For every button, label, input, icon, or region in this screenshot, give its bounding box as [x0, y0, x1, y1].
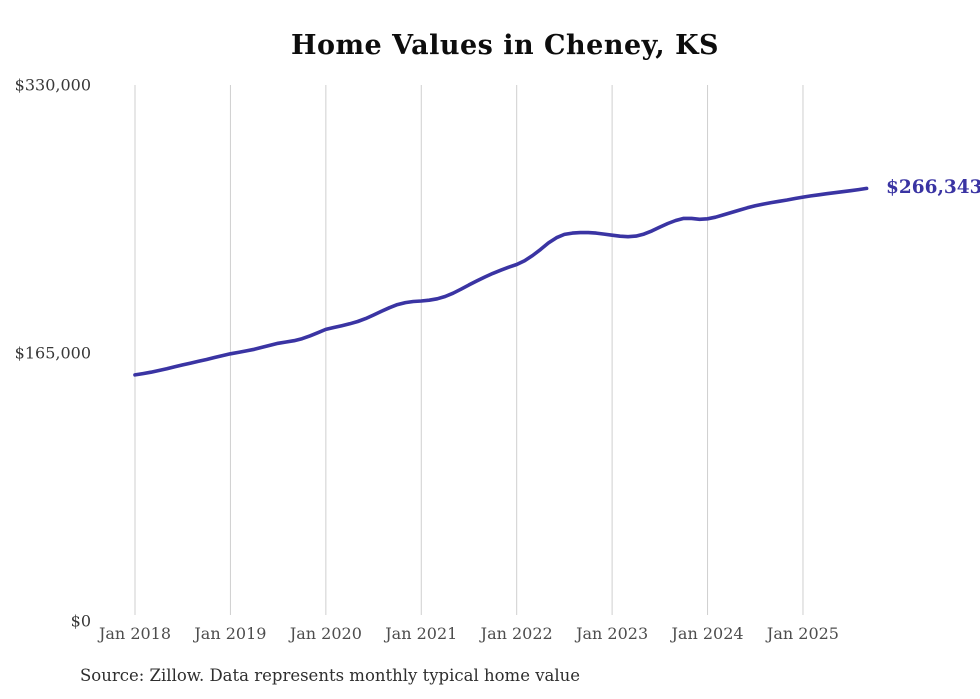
chart-title: Home Values in Cheney, KS	[290, 30, 720, 61]
x-tick-label: Jan 2020	[288, 624, 362, 643]
y-tick-label: $165,000	[15, 344, 91, 363]
x-tick-label: Jan 2021	[383, 624, 457, 643]
y-axis-tick-labels: $0 $165,000 $330,000	[15, 76, 91, 631]
x-axis-tick-labels: Jan 2018 Jan 2019 Jan 2020 Jan 2021 Jan 2022…	[97, 624, 839, 643]
y-tick-label: $330,000	[15, 76, 91, 95]
y-tick-label: $0	[71, 612, 91, 631]
x-tick-label: Jan 2019	[192, 624, 266, 643]
vertical-gridlines	[134, 85, 804, 615]
home-value-line-series	[133, 186, 869, 377]
x-tick-label: Jan 2018	[97, 624, 171, 643]
x-tick-label: Jan 2023	[574, 624, 648, 643]
latest-value-label: $266,343	[886, 177, 980, 198]
source-attribution-note: Source: Zillow. Data represents monthly …	[80, 666, 581, 685]
x-tick-label: Jan 2025	[765, 624, 839, 643]
x-tick-label: Jan 2022	[479, 624, 553, 643]
x-tick-label: Jan 2024	[670, 624, 744, 643]
